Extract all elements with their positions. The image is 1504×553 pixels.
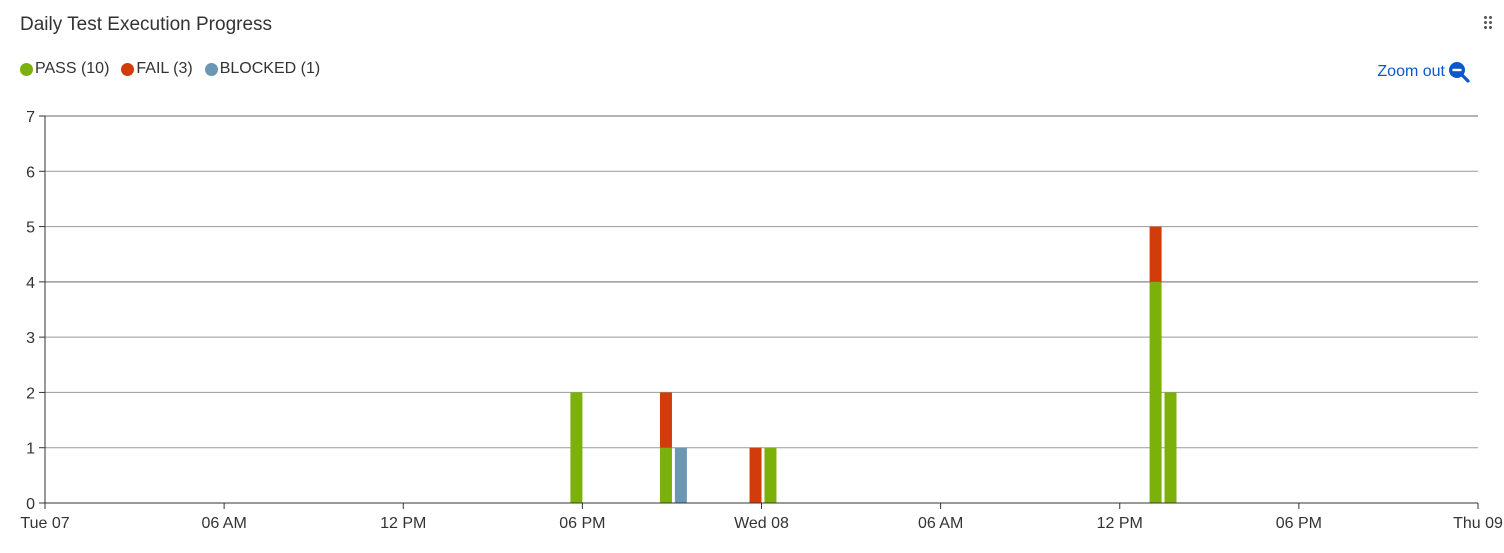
xtick-label-6: 12 PM	[1097, 515, 1143, 532]
legend-item-pass[interactable]: PASS (10)	[20, 60, 109, 78]
xtick-label-8: Thu 09	[1453, 515, 1503, 532]
zoom-out-icon	[1449, 62, 1470, 83]
xtick-label-0: Tue 07	[20, 515, 69, 532]
bar-fail-3[interactable]	[749, 447, 762, 503]
ytick-label-4: 4	[26, 275, 35, 292]
bar-pass-6[interactable]	[1164, 392, 1177, 503]
legend-dot-blocked	[204, 62, 218, 76]
legend-label-pass: PASS (10)	[35, 60, 110, 77]
bar-pass-0[interactable]	[570, 392, 583, 503]
ytick-label-1: 1	[26, 441, 35, 458]
legend-item-blocked[interactable]: BLOCKED (1)	[204, 60, 321, 78]
chart-grid	[45, 115, 1478, 449]
chart-plot: 0 1 2 3 4 5 6 7 Tue 07 06 AM 12 PM 06 PM Wed 08 06 AM…	[20, 109, 1503, 532]
ytick-label-3: 3	[26, 330, 35, 347]
legend-dot-fail	[121, 62, 135, 76]
bar-blocked-2[interactable]	[674, 447, 687, 503]
chart-title: Daily Test Execution Progress	[20, 14, 273, 35]
chart-axes: 0 1 2 3 4 5 6 7 Tue 07 06 AM 12 PM 06 PM Wed 08 06 AM…	[20, 109, 1503, 532]
legend-label-blocked: BLOCKED (1)	[219, 60, 321, 77]
bar-pass-1[interactable]	[659, 447, 672, 503]
legend-label-fail: FAIL (3)	[136, 60, 193, 77]
bar-pass-5[interactable]	[1149, 281, 1162, 503]
legend-item-fail[interactable]: FAIL (3)	[121, 60, 193, 78]
ytick-label-2: 2	[26, 385, 35, 402]
chart-legend: PASS (10) FAIL (3) BLOCKED (1)	[20, 60, 320, 78]
xtick-label-5: 06 AM	[918, 515, 963, 532]
ytick-label-5: 5	[26, 220, 35, 237]
bar-fail-5[interactable]	[1149, 226, 1162, 282]
chart-bars	[570, 226, 1177, 503]
bar-fail-1[interactable]	[659, 392, 672, 448]
xtick-label-3: 06 PM	[559, 515, 605, 532]
xtick-label-1: 06 AM	[201, 515, 246, 532]
ytick-label-0: 0	[26, 496, 35, 513]
xtick-label-2: 12 PM	[380, 515, 426, 532]
ytick-label-6: 6	[26, 164, 35, 181]
xtick-label-7: 06 PM	[1276, 515, 1322, 532]
xtick-label-4: Wed 08	[734, 515, 789, 532]
drag-dots-icon[interactable]	[1484, 16, 1494, 32]
ytick-label-7: 7	[26, 109, 35, 126]
zoom-out-label: Zoom out	[1377, 63, 1445, 80]
bar-pass-4[interactable]	[764, 447, 777, 503]
zoom-out-button[interactable]: Zoom out	[1377, 61, 1470, 83]
legend-dot-pass	[20, 62, 33, 76]
